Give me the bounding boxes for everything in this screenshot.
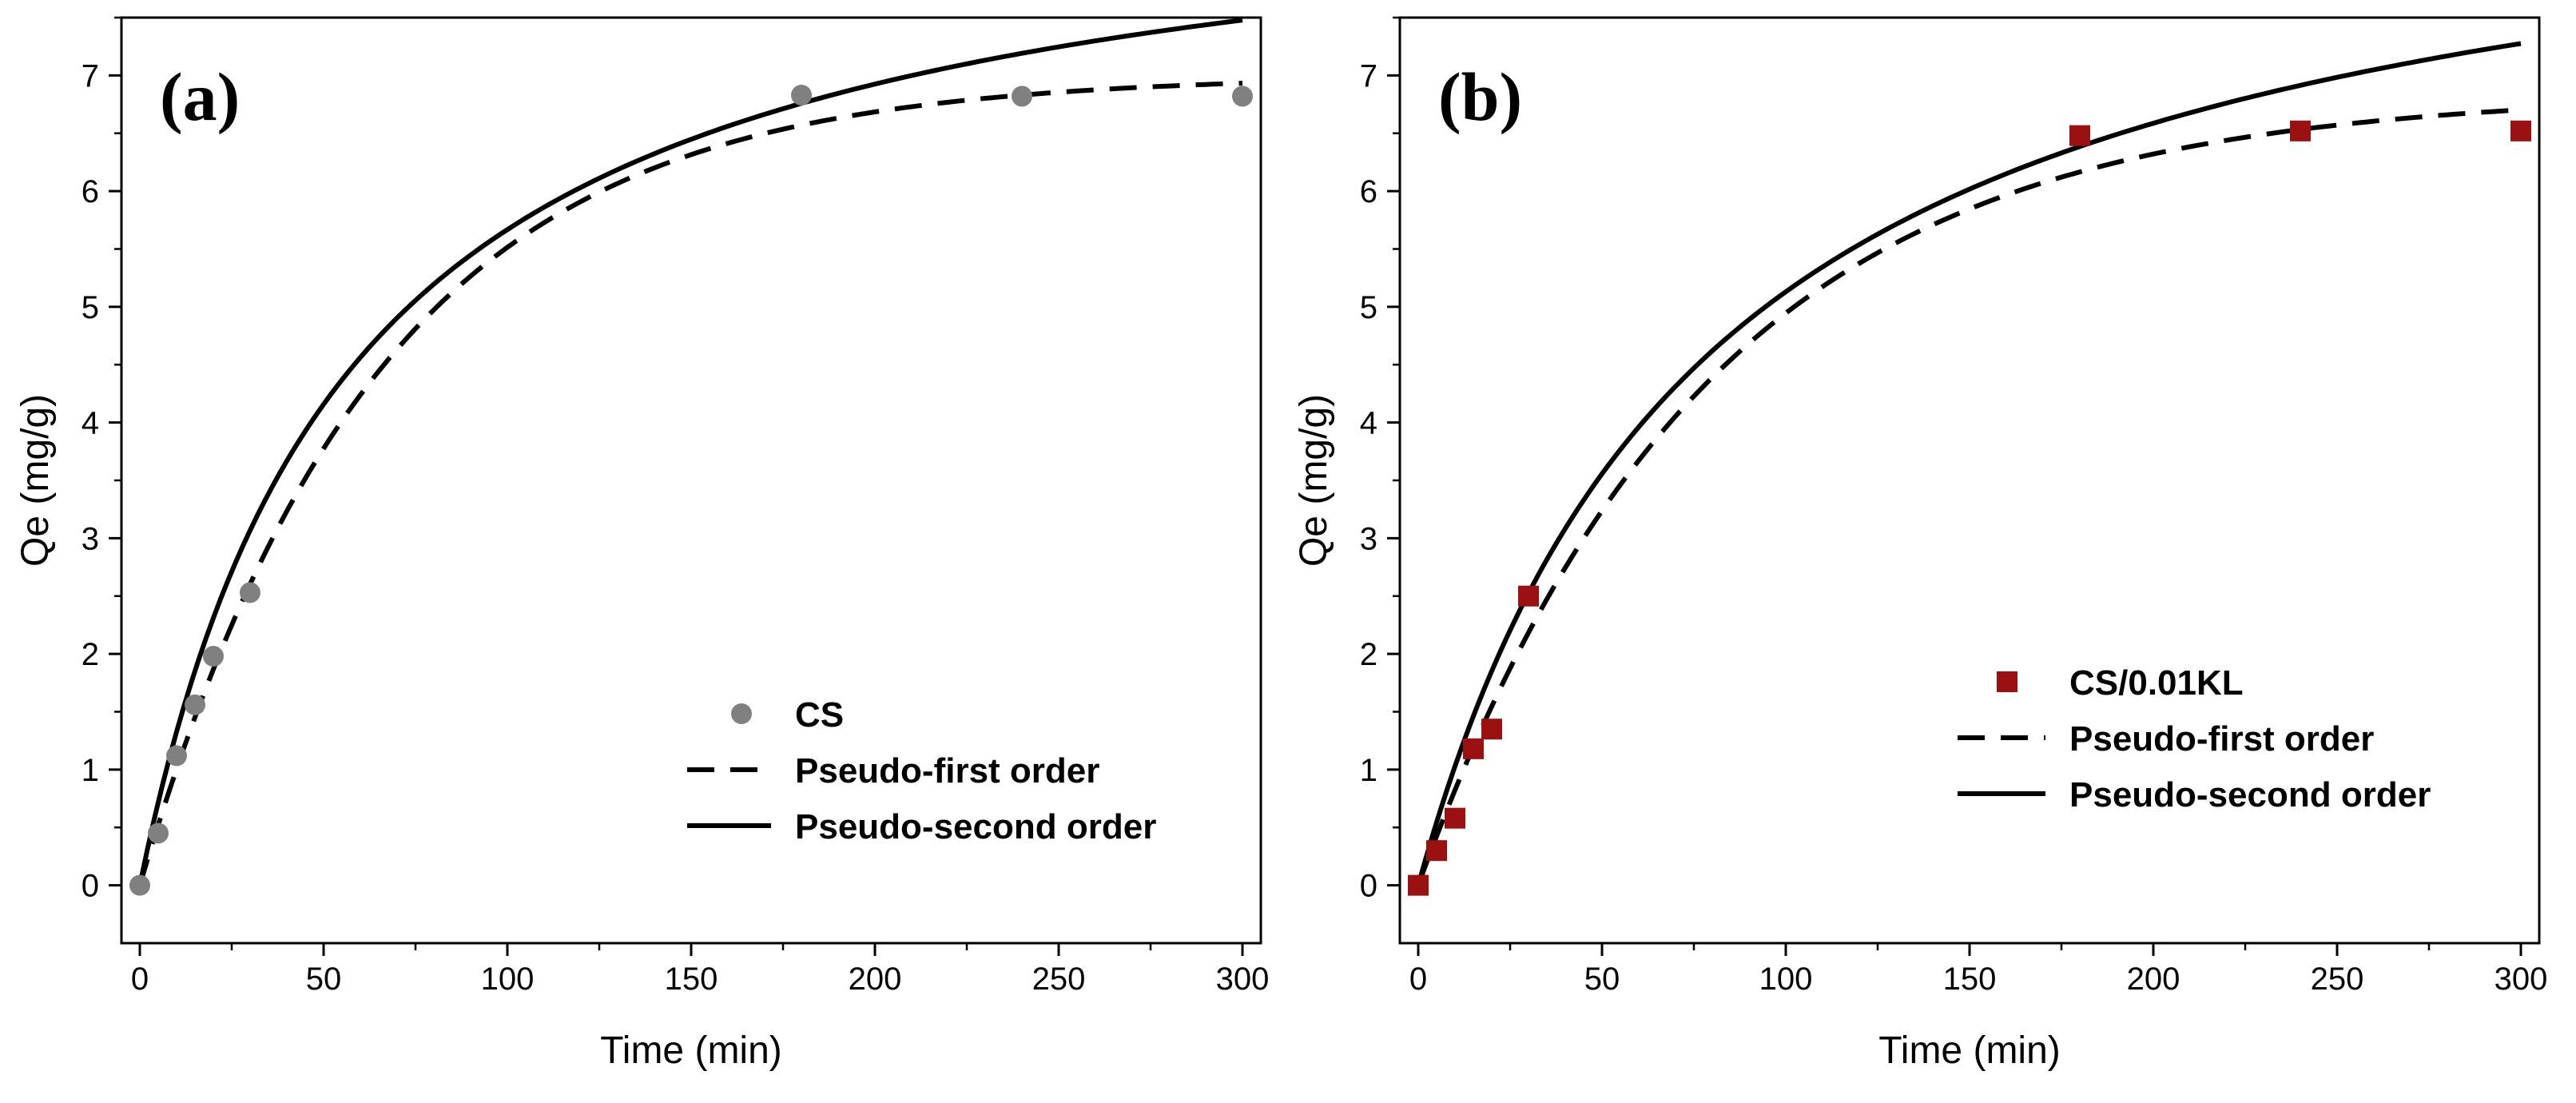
x-tick-label: 0 [131,962,149,997]
data-point [2290,120,2311,141]
data-point [1518,585,1539,607]
data-point [2510,120,2531,141]
y-tick-label: 1 [81,753,99,788]
x-tick-label: 200 [2127,962,2180,997]
y-tick-label: 0 [81,869,99,904]
x-tick-label: 150 [665,962,718,997]
y-tick-label: 6 [1360,174,1377,209]
data-point [203,646,224,667]
x-tick-label: 50 [306,962,342,997]
x-tick-label: 300 [1216,962,1270,997]
data-point [1426,840,1447,862]
legend-label: Pseudo-first order [2069,719,2374,759]
data-point [185,694,205,715]
pseudo-second-order-line [1416,41,2522,886]
x-axis-title: Time (min) [1878,1029,2061,1072]
y-tick-label: 7 [81,58,99,94]
legend-label: Pseudo-first order [795,751,1099,790]
y-tick-label: 1 [1360,753,1377,788]
legend: CS/0.01KL Pseudo-first order Pseudo-second… [1958,663,2431,814]
x-tick-label: 250 [2311,962,2364,997]
pseudo-second-order-line [137,18,1243,886]
data-point [1408,874,1429,896]
y-tick-label: 5 [1360,290,1377,325]
x-tick-label: 0 [1409,962,1427,997]
data-point [240,582,260,603]
x-tick-label: 250 [1032,962,1086,997]
chart-panel-a: 0 50 100 150 200 250 300 0 1 2 3 4 5 6 7 Time (min) Qe (… [14,16,1270,1072]
y-tick-label: 2 [81,637,99,672]
legend-label: Pseudo-second order [795,807,1156,846]
y-tick-label: 4 [81,406,99,441]
panel-label: (a) [160,58,240,135]
data-point [148,822,169,844]
data-point [166,745,187,767]
legend-label: Pseudo-second order [2069,775,2431,814]
legend-marker [731,703,752,724]
data-point [1481,719,1502,740]
x-tick-label: 300 [2495,962,2548,997]
legend-marker [1997,671,2017,692]
y-tick-label: 3 [1360,521,1377,556]
chart-panel-b: 0 50 100 150 200 250 300 0 1 2 3 4 5 6 7 Time (min) Qe (… [1293,16,2548,1072]
data-point [129,874,150,896]
y-axis-title: Qe (mg/g) [14,394,57,567]
x-tick-label: 100 [481,962,535,997]
data-point [1012,86,1032,107]
y-tick-label: 7 [1360,58,1377,94]
legend: CS Pseudo-first order Pseudo-second order [687,695,1156,846]
x-tick-label: 100 [1759,962,1813,997]
y-axis-title: Qe (mg/g) [1293,394,1335,567]
x-axis-title: Time (min) [600,1029,782,1072]
y-tick-label: 2 [1360,637,1377,672]
data-point [1445,807,1465,829]
y-tick-label: 0 [1360,869,1377,904]
data-point [791,84,812,106]
panel-label: (b) [1438,58,1522,135]
data-point [1232,86,1253,107]
x-tick-label: 200 [849,962,902,997]
y-tick-label: 6 [81,174,99,209]
legend-label: CS/0.01KL [2069,663,2244,703]
x-tick-label: 50 [1584,962,1620,997]
data-point [1463,738,1484,759]
x-tick-label: 150 [1943,962,1997,997]
y-tick-label: 3 [81,521,99,556]
data-point [2069,125,2090,146]
legend-label: CS [795,695,844,735]
y-tick-label: 5 [81,290,99,325]
pseudo-first-order-line [137,81,1243,886]
y-tick-label: 4 [1360,406,1377,441]
